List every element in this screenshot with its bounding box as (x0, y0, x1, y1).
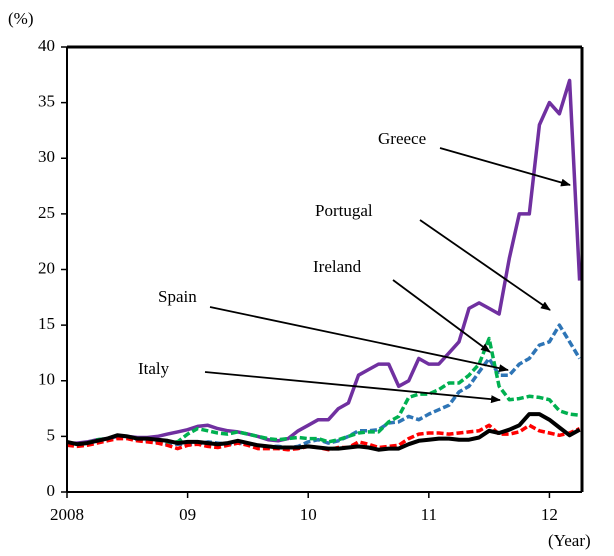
series-line (66, 323, 582, 450)
y-tick-label: 5 (47, 425, 56, 444)
series-line (67, 336, 580, 446)
series-line (66, 412, 581, 452)
y-tick-label: 0 (47, 481, 56, 500)
y-axis-label: (%) (8, 9, 33, 28)
x-tick-label: 09 (179, 505, 196, 524)
x-tick-label: 11 (421, 505, 437, 524)
annotation-arrow (204, 371, 501, 404)
annotation-arrow (419, 219, 551, 311)
series-annotation: Spain (158, 287, 197, 306)
annotation-arrow (392, 279, 491, 353)
y-tick-label: 35 (38, 92, 55, 111)
annotation-arrow (209, 306, 509, 373)
x-tick-label: 10 (300, 505, 317, 524)
x-tick-label: 2008 (50, 505, 84, 524)
series-annotation: Portugal (315, 201, 373, 220)
annotation-arrow (439, 147, 571, 187)
y-tick-label: 40 (38, 36, 55, 55)
series-line (67, 78, 582, 445)
series-annotation: Italy (138, 359, 170, 378)
y-tick-label: 30 (38, 147, 55, 166)
x-axis-label: (Year) (548, 531, 591, 550)
y-tick-label: 20 (38, 258, 55, 277)
y-tick-label: 25 (38, 203, 55, 222)
series-annotation: Ireland (313, 257, 362, 276)
y-tick-label: 10 (38, 370, 55, 389)
x-tick-label: 12 (541, 505, 558, 524)
series-annotation: Greece (378, 129, 426, 148)
y-tick-label: 15 (38, 314, 55, 333)
